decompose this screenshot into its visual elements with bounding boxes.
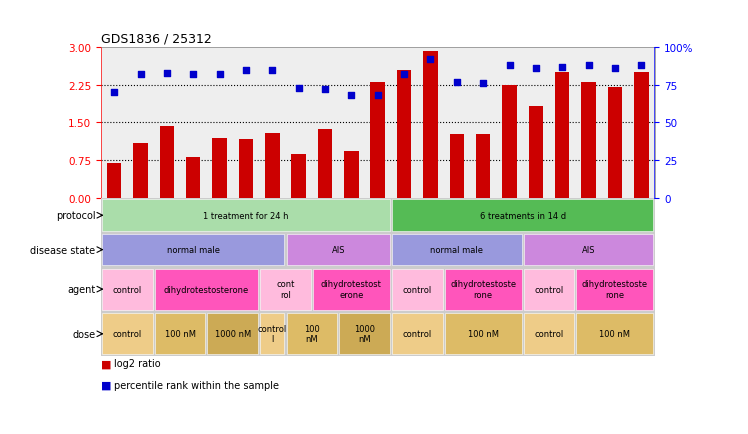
- Bar: [502, 85, 517, 199]
- Point: [530, 66, 542, 72]
- Text: 1 treatment for 24 h: 1 treatment for 24 h: [203, 211, 289, 220]
- Bar: [445, 269, 521, 310]
- Text: log2 ratio: log2 ratio: [114, 358, 161, 368]
- Bar: [155, 269, 258, 310]
- Bar: [524, 313, 574, 355]
- Point: [108, 89, 120, 96]
- Point: [635, 62, 647, 69]
- Text: percentile rank within the sample: percentile rank within the sample: [114, 380, 280, 390]
- Bar: [392, 313, 443, 355]
- Bar: [102, 313, 153, 355]
- Text: agent: agent: [67, 284, 96, 294]
- Text: control: control: [113, 285, 142, 294]
- Bar: [239, 139, 253, 199]
- Bar: [260, 313, 284, 355]
- Bar: [524, 269, 574, 310]
- Text: 100 nM: 100 nM: [165, 329, 195, 339]
- Bar: [577, 269, 654, 310]
- Bar: [292, 155, 306, 199]
- Point: [583, 62, 595, 69]
- Point: [424, 56, 436, 63]
- Bar: [581, 83, 596, 199]
- Bar: [313, 269, 390, 310]
- Bar: [344, 152, 358, 199]
- Bar: [423, 52, 438, 199]
- Bar: [392, 200, 654, 231]
- Text: control: control: [534, 285, 564, 294]
- Bar: [265, 133, 280, 199]
- Text: cont
rol: cont rol: [276, 280, 295, 299]
- Text: normal male: normal male: [167, 246, 220, 254]
- Bar: [370, 83, 385, 199]
- Bar: [102, 269, 153, 310]
- Bar: [529, 107, 543, 199]
- Bar: [186, 158, 200, 199]
- Text: ■: ■: [101, 380, 111, 390]
- Point: [292, 85, 304, 92]
- Bar: [107, 163, 121, 199]
- Bar: [450, 134, 464, 199]
- Bar: [318, 129, 332, 199]
- Text: GDS1836 / 25312: GDS1836 / 25312: [101, 33, 212, 46]
- Point: [240, 67, 252, 74]
- Bar: [524, 234, 654, 266]
- Point: [266, 67, 278, 74]
- Point: [398, 72, 410, 79]
- Text: dose: dose: [73, 329, 96, 339]
- Point: [372, 92, 384, 99]
- Text: control: control: [402, 329, 432, 339]
- Text: dihydrotestoste
rone: dihydrotestoste rone: [582, 280, 648, 299]
- Point: [187, 72, 199, 79]
- Bar: [392, 269, 443, 310]
- Text: AIS: AIS: [582, 246, 595, 254]
- Text: control: control: [534, 329, 564, 339]
- Text: dihydrotestoste
rone: dihydrotestoste rone: [450, 280, 516, 299]
- Point: [609, 66, 621, 72]
- Point: [214, 72, 226, 79]
- Text: 100
nM: 100 nM: [304, 324, 319, 344]
- Bar: [634, 73, 649, 199]
- Text: 100 nM: 100 nM: [599, 329, 631, 339]
- Text: AIS: AIS: [331, 246, 345, 254]
- Bar: [392, 234, 521, 266]
- Bar: [212, 138, 227, 199]
- Point: [135, 72, 147, 79]
- Text: dihydrotestosterone: dihydrotestosterone: [164, 285, 249, 294]
- Point: [451, 79, 463, 86]
- Bar: [577, 313, 654, 355]
- Bar: [102, 200, 390, 231]
- Point: [503, 62, 515, 69]
- Point: [161, 70, 173, 77]
- Text: 1000
nM: 1000 nM: [354, 324, 375, 344]
- Point: [346, 92, 358, 99]
- Bar: [286, 234, 390, 266]
- Bar: [102, 234, 284, 266]
- Point: [319, 86, 331, 93]
- Text: protocol: protocol: [56, 211, 96, 221]
- Text: disease state: disease state: [31, 245, 96, 255]
- Bar: [397, 70, 411, 199]
- Bar: [445, 313, 521, 355]
- Text: control
l: control l: [257, 324, 287, 344]
- Point: [557, 64, 568, 71]
- Bar: [133, 143, 148, 199]
- Text: ■: ■: [101, 358, 111, 368]
- Text: normal male: normal male: [430, 246, 483, 254]
- Bar: [286, 313, 337, 355]
- Bar: [159, 127, 174, 199]
- Text: control: control: [113, 329, 142, 339]
- Bar: [340, 313, 390, 355]
- Bar: [476, 135, 491, 199]
- Text: 100 nM: 100 nM: [468, 329, 499, 339]
- Text: 6 treatments in 14 d: 6 treatments in 14 d: [479, 211, 565, 220]
- Bar: [207, 313, 258, 355]
- Point: [477, 80, 489, 87]
- Bar: [555, 73, 569, 199]
- Bar: [155, 313, 206, 355]
- Text: 1000 nM: 1000 nM: [215, 329, 251, 339]
- Text: dihydrotestost
erone: dihydrotestost erone: [321, 280, 381, 299]
- Bar: [260, 269, 310, 310]
- Text: control: control: [402, 285, 432, 294]
- Bar: [607, 88, 622, 199]
